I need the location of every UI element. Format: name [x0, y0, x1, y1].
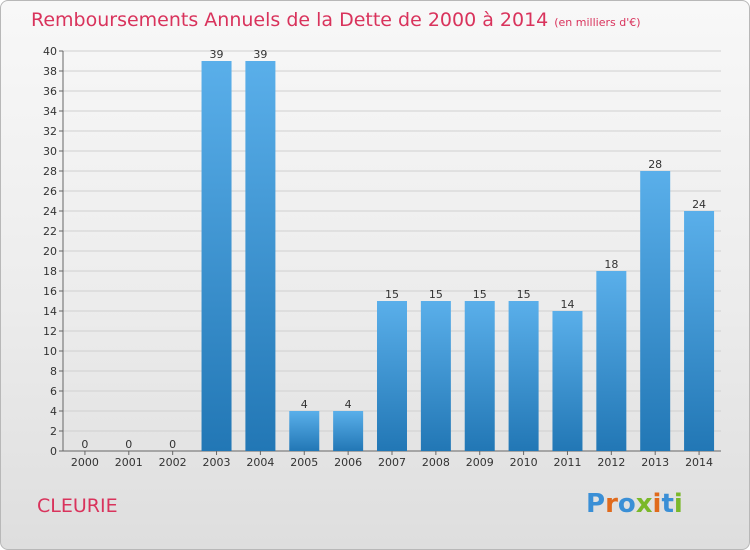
y-tick-label: 32: [43, 125, 57, 138]
x-tick-label: 2005: [290, 456, 318, 469]
y-tick-label: 28: [43, 165, 57, 178]
data-label: 4: [301, 398, 308, 411]
y-tick-label: 4: [50, 405, 57, 418]
logo-letter: i: [673, 489, 683, 519]
y-tick-label: 40: [43, 45, 57, 58]
data-label: 39: [210, 48, 224, 61]
bar: [245, 61, 276, 451]
data-label: 14: [560, 298, 574, 311]
data-label: 15: [385, 288, 399, 301]
data-label: 15: [429, 288, 443, 301]
logo-letter: x: [635, 489, 653, 519]
logo-letter: o: [617, 489, 636, 519]
bar: [333, 411, 364, 451]
data-label: 4: [345, 398, 352, 411]
y-tick-label: 26: [43, 185, 57, 198]
y-tick-label: 12: [43, 325, 57, 338]
x-tick-labels: 2000 2001 2002 2003 2004 2005 2006 2007 2008 2009…: [71, 456, 713, 469]
commune-name: CLEURIE: [37, 495, 118, 517]
x-tick-label: 2013: [641, 456, 669, 469]
bar: [377, 301, 407, 451]
chart-title: Remboursements Annuels de la Dette de 20…: [31, 9, 641, 31]
y-tick-label: 16: [43, 285, 57, 298]
y-tick-label: 2: [50, 425, 57, 438]
y-tick-label: 6: [50, 385, 57, 398]
data-label: 15: [473, 288, 487, 301]
x-tick-label: 2002: [159, 456, 187, 469]
y-tick-label: 8: [50, 365, 57, 378]
y-tick-label: 0: [50, 445, 57, 458]
logo-letter: P: [586, 489, 606, 519]
y-tick-label: 36: [43, 85, 57, 98]
data-label: 24: [692, 198, 706, 211]
data-label: 15: [517, 288, 531, 301]
y-tick-label: 34: [43, 105, 57, 118]
bar: [201, 61, 232, 451]
bar: [464, 301, 495, 451]
y-tick-label: 22: [43, 225, 57, 238]
data-label: 39: [253, 48, 267, 61]
data-labels: 0 0 0 39 39 4 4 15 15 15 15 14 18 28 24: [81, 48, 706, 451]
x-tick-label: 2003: [203, 456, 231, 469]
y-tick-label: 38: [43, 65, 57, 78]
data-label: 28: [648, 158, 662, 171]
bar: [289, 411, 320, 451]
x-tick-label: 2011: [553, 456, 581, 469]
bar: [640, 171, 671, 451]
data-label: 0: [81, 438, 88, 451]
data-label: 0: [125, 438, 132, 451]
y-tick-label: 24: [43, 205, 57, 218]
y-tick-label: 30: [43, 145, 57, 158]
bar: [552, 311, 583, 451]
x-tick-label: 2012: [597, 456, 625, 469]
x-tick-label: 2010: [510, 456, 538, 469]
bar: [596, 271, 627, 451]
x-tick-label: 2001: [115, 456, 143, 469]
logo-letter: r: [605, 489, 618, 519]
chart-subtitle: (en milliers d'€): [554, 16, 641, 29]
bar: [420, 301, 451, 451]
bars: [201, 61, 715, 451]
data-label: 18: [604, 258, 618, 271]
x-tick-label: 2004: [246, 456, 274, 469]
y-tick-label: 18: [43, 265, 57, 278]
logo-letter: t: [661, 489, 674, 519]
bar: [508, 301, 539, 451]
x-tick-label: 2006: [334, 456, 362, 469]
logo-letter: i: [652, 489, 662, 519]
y-tick-label: 10: [43, 345, 57, 358]
x-tick-label: 2000: [71, 456, 99, 469]
data-label: 0: [169, 438, 176, 451]
y-tick-label: 14: [43, 305, 57, 318]
x-tick-label: 2009: [466, 456, 494, 469]
x-tick-label: 2007: [378, 456, 406, 469]
x-tick-label: 2008: [422, 456, 450, 469]
x-tick-label: 2014: [685, 456, 713, 469]
bar: [684, 211, 715, 451]
title-text: Remboursements Annuels de la Dette de 20…: [31, 9, 549, 31]
y-tick-label: 20: [43, 245, 57, 258]
proxiti-logo: Proxiti: [586, 489, 683, 519]
